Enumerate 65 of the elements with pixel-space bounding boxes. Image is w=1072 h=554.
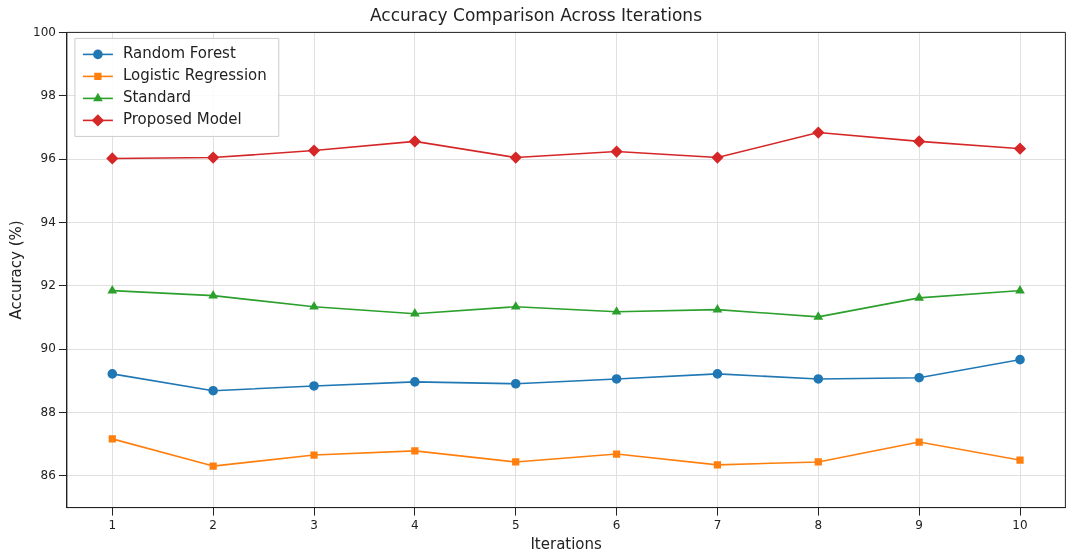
point bbox=[914, 372, 924, 383]
point bbox=[812, 126, 825, 139]
point bbox=[107, 369, 118, 379]
legend-label: Random Forest bbox=[122, 44, 236, 63]
point bbox=[208, 290, 218, 299]
y-tick-label: 90 bbox=[40, 341, 56, 356]
y-tick-label: 92 bbox=[40, 277, 56, 292]
point bbox=[308, 144, 320, 157]
point bbox=[813, 374, 824, 384]
legend-label: Proposed Model bbox=[122, 110, 242, 129]
point bbox=[208, 385, 218, 396]
y-tick-label: 96 bbox=[40, 151, 56, 166]
point bbox=[106, 152, 119, 165]
y-tick-label: 88 bbox=[40, 404, 56, 419]
point bbox=[913, 135, 925, 148]
x-tick-label: 4 bbox=[411, 517, 419, 532]
x-tick-label: 1 bbox=[108, 517, 117, 532]
point bbox=[209, 462, 217, 470]
x-tick-label: 2 bbox=[209, 517, 217, 532]
point bbox=[509, 151, 522, 164]
point bbox=[207, 151, 219, 164]
point bbox=[108, 435, 116, 443]
point bbox=[411, 447, 419, 455]
y-axis-title: Accuracy (%) bbox=[6, 220, 25, 320]
point bbox=[1015, 285, 1025, 294]
y-tick-label: 100 bbox=[33, 24, 56, 39]
point bbox=[914, 293, 924, 301]
y-tick-label: 86 bbox=[40, 468, 56, 483]
point bbox=[409, 135, 421, 148]
chart-title: Accuracy Comparison Across Iterations bbox=[370, 4, 703, 25]
point bbox=[612, 307, 621, 315]
point bbox=[410, 377, 420, 387]
point bbox=[711, 151, 724, 164]
point bbox=[713, 304, 722, 313]
x-tick-label: 7 bbox=[713, 517, 722, 532]
x-tick-label: 8 bbox=[814, 517, 823, 532]
point bbox=[512, 458, 520, 466]
x-tick-label: 5 bbox=[511, 517, 520, 532]
point bbox=[1014, 142, 1026, 155]
x-tick-label: 3 bbox=[310, 517, 318, 532]
point bbox=[510, 378, 521, 389]
x-tick-label: 9 bbox=[915, 517, 923, 532]
point bbox=[610, 145, 623, 158]
point bbox=[915, 438, 923, 446]
point bbox=[108, 285, 117, 294]
point bbox=[713, 461, 722, 469]
point bbox=[814, 312, 823, 320]
point bbox=[611, 374, 622, 384]
x-tick-label: 10 bbox=[1012, 517, 1028, 532]
y-tick-label: 98 bbox=[40, 87, 56, 102]
point bbox=[310, 451, 318, 459]
point bbox=[511, 301, 520, 310]
x-tick-label: 6 bbox=[612, 517, 621, 532]
point bbox=[309, 301, 319, 310]
legend-label: Standard bbox=[122, 88, 192, 107]
point bbox=[410, 308, 420, 317]
point bbox=[1016, 456, 1024, 464]
point bbox=[712, 369, 723, 379]
point bbox=[612, 450, 621, 458]
y-tick-label: 94 bbox=[40, 214, 56, 229]
legend-label: Logistic Regression bbox=[122, 66, 267, 85]
x-axis-title: Iterations bbox=[530, 534, 603, 553]
point bbox=[814, 458, 822, 466]
point bbox=[309, 381, 319, 391]
point bbox=[1015, 354, 1025, 365]
